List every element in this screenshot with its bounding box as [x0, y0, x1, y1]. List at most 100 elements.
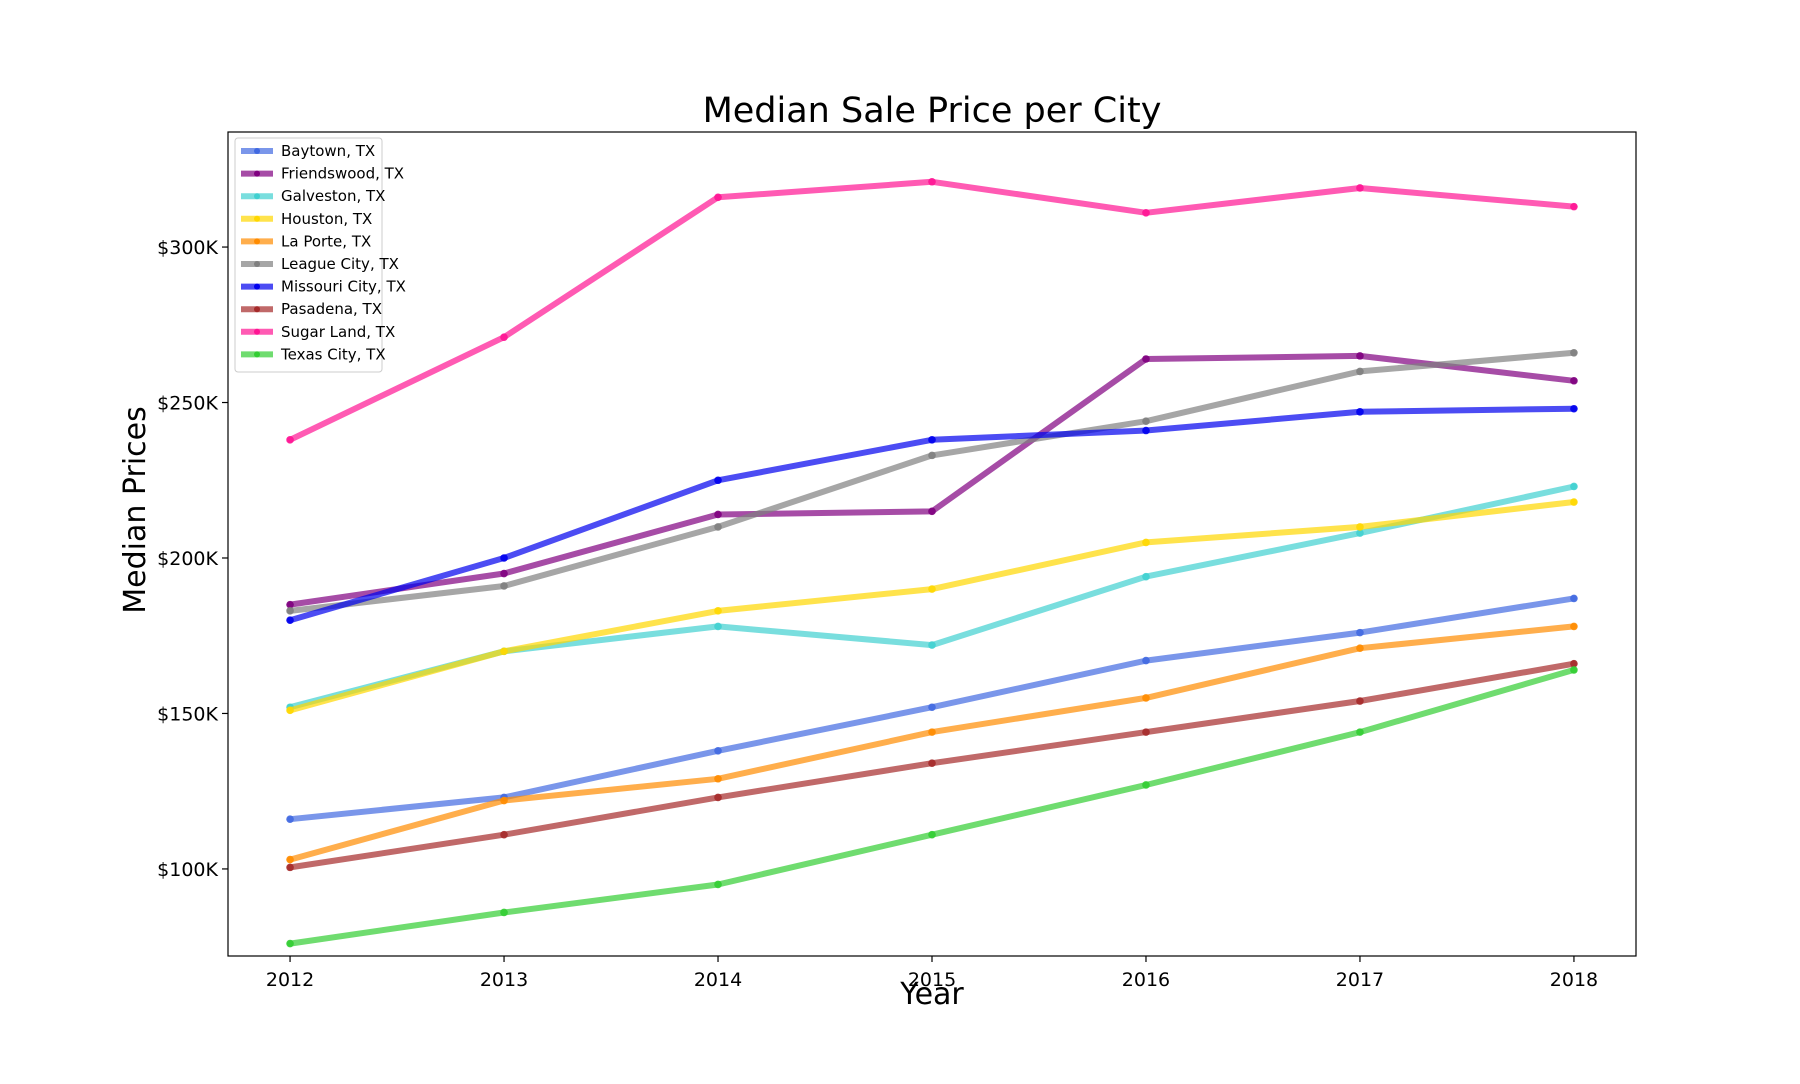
data-point-sugar-land-tx — [1356, 184, 1364, 192]
legend: Baytown, TX Friendswood, TX Galveston, TX H… — [234, 137, 406, 373]
y-tick-label: $300K — [157, 237, 218, 259]
legend-marker — [254, 306, 260, 313]
legend-item: Texas City, TX — [241, 345, 386, 363]
data-point-friendswood-tx — [928, 507, 936, 516]
x-tick-label: 2017 — [1336, 969, 1384, 991]
data-point-la-porte-tx — [928, 728, 936, 736]
data-point-missouri-city-tx — [1570, 404, 1578, 413]
series-texas-city-tx — [286, 666, 1578, 948]
data-point-league-city-tx — [928, 451, 936, 460]
data-point-baytown-tx — [1356, 628, 1364, 637]
data-point-friendswood-tx — [1570, 376, 1578, 385]
series-line-sugar-land-tx — [287, 178, 1577, 443]
legend-item: Baytown, TX — [241, 142, 375, 160]
legend-label: League City, TX — [281, 255, 399, 273]
data-point-baytown-tx — [714, 746, 722, 755]
series-line-galveston-tx — [287, 483, 1577, 711]
legend-item: League City, TX — [241, 255, 399, 273]
data-point-league-city-tx — [1570, 348, 1578, 357]
data-point-missouri-city-tx — [1142, 426, 1150, 435]
axes: 2012 2013 2014 2015 2016 2017 2018 $100K $150K $2… — [157, 131, 1637, 991]
legend-label: Galveston, TX — [281, 187, 385, 205]
y-tick-label: $200K — [157, 548, 218, 570]
legend-item: La Porte, TX — [241, 232, 371, 250]
data-point-league-city-tx — [714, 523, 722, 531]
x-tick-label: 2014 — [694, 969, 742, 991]
data-point-friendswood-tx — [286, 600, 294, 609]
y-tick-label: $100K — [157, 859, 218, 881]
data-point-la-porte-tx — [1356, 644, 1364, 652]
series-la-porte-tx — [286, 622, 1578, 864]
x-tick-label: 2016 — [1122, 969, 1170, 991]
data-point-texas-city-tx — [928, 830, 936, 839]
data-point-texas-city-tx — [1142, 781, 1150, 789]
data-point-texas-city-tx — [1356, 728, 1364, 736]
data-point-houston-tx — [714, 607, 722, 615]
series-galveston-tx — [286, 482, 1578, 712]
data-point-texas-city-tx — [714, 880, 722, 889]
data-point-baytown-tx — [286, 815, 294, 823]
data-point-league-city-tx — [1356, 367, 1364, 376]
chart-title: Median Sale Price per City — [703, 91, 1162, 131]
legend-label: Houston, TX — [281, 210, 372, 228]
data-point-sugar-land-tx — [714, 193, 722, 202]
x-tick-label: 2012 — [266, 969, 314, 991]
data-point-baytown-tx — [1570, 594, 1578, 603]
x-tick-label: 2018 — [1550, 969, 1598, 991]
data-point-la-porte-tx — [1570, 622, 1578, 631]
series-line-league-city-tx — [287, 349, 1577, 614]
data-point-pasadena-tx — [1142, 728, 1150, 736]
legend-marker — [254, 351, 260, 358]
legend-marker — [254, 193, 260, 200]
data-point-pasadena-tx — [286, 863, 294, 872]
data-point-pasadena-tx — [500, 830, 508, 839]
legend-label: Sugar Land, TX — [281, 323, 395, 341]
data-point-la-porte-tx — [714, 774, 722, 783]
data-point-league-city-tx — [500, 582, 508, 590]
data-point-missouri-city-tx — [286, 616, 294, 624]
data-point-sugar-land-tx — [1142, 209, 1150, 217]
data-point-league-city-tx — [1142, 417, 1150, 425]
x-axis-label: Year — [899, 977, 964, 1012]
data-point-missouri-city-tx — [1356, 408, 1364, 416]
data-point-missouri-city-tx — [714, 476, 722, 485]
data-point-friendswood-tx — [500, 569, 508, 578]
data-point-houston-tx — [1142, 538, 1150, 547]
legend-marker — [254, 328, 260, 335]
legend-item: Missouri City, TX — [241, 278, 406, 296]
data-point-sugar-land-tx — [1570, 202, 1578, 211]
y-tick-label: $150K — [157, 703, 218, 725]
series-line-houston-tx — [287, 499, 1577, 714]
legend-label: Texas City, TX — [280, 345, 386, 363]
legend-marker — [254, 215, 260, 222]
legend-item: Pasadena, TX — [241, 300, 382, 318]
legend-item: Friendswood, TX — [241, 165, 404, 183]
legend-label: Pasadena, TX — [281, 300, 382, 318]
data-point-houston-tx — [928, 585, 936, 593]
data-point-league-city-tx — [286, 607, 294, 615]
data-point-la-porte-tx — [1142, 694, 1150, 702]
legend-marker — [254, 283, 260, 290]
data-point-pasadena-tx — [1356, 697, 1364, 705]
legend-label: La Porte, TX — [281, 232, 371, 250]
series-line-la-porte-tx — [287, 623, 1577, 863]
data-point-texas-city-tx — [286, 939, 294, 948]
data-point-baytown-tx — [1142, 656, 1150, 665]
series-friendswood-tx — [286, 352, 1578, 609]
data-point-sugar-land-tx — [928, 177, 936, 186]
legend-marker — [254, 148, 260, 154]
data-point-friendswood-tx — [1356, 352, 1364, 360]
legend-item: Sugar Land, TX — [241, 323, 395, 341]
legend-label: Friendswood, TX — [281, 165, 404, 183]
series-houston-tx — [286, 498, 1578, 715]
data-point-baytown-tx — [928, 703, 936, 712]
legend-label: Missouri City, TX — [281, 278, 406, 296]
data-point-sugar-land-tx — [500, 333, 508, 342]
legend-marker — [254, 261, 260, 267]
data-point-houston-tx — [500, 647, 508, 656]
data-point-missouri-city-tx — [928, 436, 936, 444]
data-point-missouri-city-tx — [500, 554, 508, 562]
series-baytown-tx — [286, 594, 1578, 823]
series-sugar-land-tx — [286, 177, 1578, 444]
